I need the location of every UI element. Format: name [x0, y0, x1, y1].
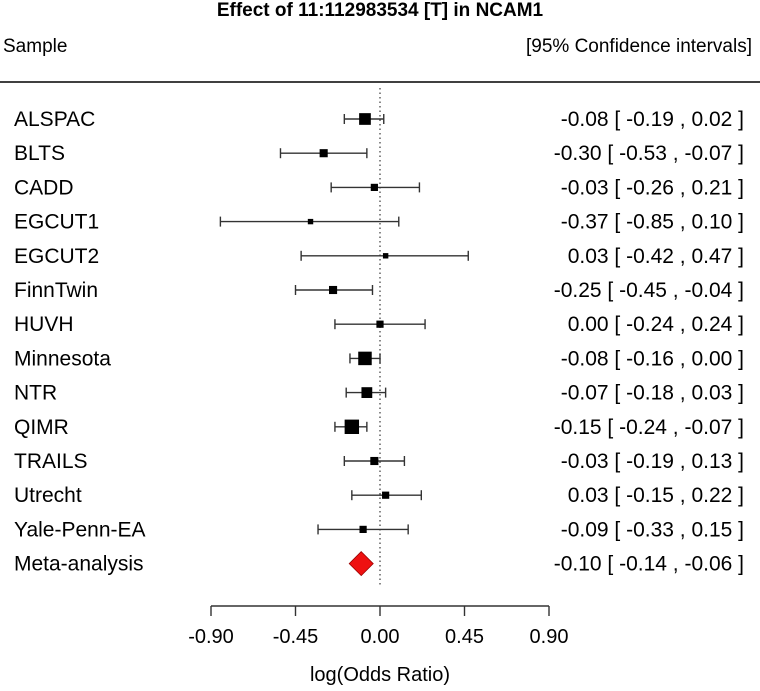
- study-label: QIMR: [14, 416, 69, 439]
- ci-value-label: -0.25 [ -0.45 , -0.04 ]: [554, 279, 744, 302]
- ci-value-label: 0.03 [ -0.42 , 0.47 ]: [568, 245, 744, 268]
- ci-column-header: [95% Confidence intervals]: [526, 36, 752, 57]
- ci-value-label: -0.37 [ -0.85 , 0.10 ]: [561, 211, 744, 234]
- point-estimate: [370, 456, 379, 466]
- study-label: HUVH: [14, 313, 74, 336]
- x-axis: -0.90 -0.45 0.00 0.45 0.90: [188, 605, 569, 648]
- chart-title: Effect of 11:112983534 [T] in NCAM1: [217, 0, 544, 21]
- study-row: BLTS -0.30 [ -0.53 , -0.07 ]: [14, 142, 744, 165]
- point-estimate: [370, 183, 378, 191]
- study-row: ALSPAC -0.08 [ -0.19 , 0.02 ]: [14, 108, 744, 131]
- ci-value-label: -0.08 [ -0.19 , 0.02 ]: [561, 108, 744, 131]
- study-row: CADD -0.03 [ -0.26 , 0.21 ]: [14, 176, 744, 199]
- study-label: FinnTwin: [14, 279, 98, 302]
- study-label: CADD: [14, 176, 74, 199]
- summary-diamond: [348, 551, 374, 577]
- study-label: BLTS: [14, 142, 65, 165]
- x-axis-title: log(Odds Ratio): [310, 664, 450, 686]
- study-label: Minnesota: [14, 347, 111, 370]
- study-label: NTR: [14, 382, 57, 405]
- study-row: TRAILS -0.03 [ -0.19 , 0.13 ]: [14, 450, 744, 473]
- point-estimate: [361, 387, 373, 398]
- point-estimate: [319, 149, 328, 158]
- study-row: Utrecht 0.03 [ -0.15 , 0.22 ]: [14, 484, 744, 507]
- study-label: Utrecht: [14, 484, 82, 507]
- summary-label: Meta-analysis: [14, 553, 144, 576]
- study-rows: ALSPAC -0.08 [ -0.19 , 0.02 ] BLTS -0.30 [ …: [14, 88, 744, 586]
- ci-value-label: -0.07 [ -0.18 , 0.03 ]: [561, 382, 744, 405]
- study-label: Yale-Penn-EA: [14, 518, 146, 541]
- point-estimate: [329, 285, 338, 295]
- study-label: ALSPAC: [14, 108, 95, 131]
- point-estimate: [358, 351, 372, 366]
- study-row: Minnesota -0.08 [ -0.16 , 0.00 ]: [14, 347, 744, 370]
- x-tick-label: -0.90: [188, 626, 234, 648]
- ci-value-label: -0.03 [ -0.19 , 0.13 ]: [561, 450, 744, 473]
- study-row: FinnTwin -0.25 [ -0.45 , -0.04 ]: [14, 279, 744, 302]
- ci-value-label: -0.30 [ -0.53 , -0.07 ]: [554, 142, 744, 165]
- point-estimate: [376, 320, 384, 328]
- x-tick-label: 0.00: [361, 626, 400, 648]
- point-estimate: [382, 491, 390, 499]
- summary-ci-label: -0.10 [ -0.14 , -0.06 ]: [554, 553, 744, 576]
- point-estimate: [359, 113, 371, 125]
- study-row: Yale-Penn-EA -0.09 [ -0.33 , 0.15 ]: [14, 518, 744, 541]
- ci-value-label: 0.00 [ -0.24 , 0.24 ]: [568, 313, 744, 336]
- study-label: EGCUT1: [14, 211, 99, 234]
- x-tick-label: 0.45: [445, 626, 484, 648]
- study-row: EGCUT1 -0.37 [ -0.85 , 0.10 ]: [14, 211, 744, 234]
- study-row: QIMR -0.15 [ -0.24 , -0.07 ]: [14, 416, 744, 439]
- study-label: TRAILS: [14, 450, 88, 473]
- point-estimate: [382, 253, 389, 259]
- study-label: EGCUT2: [14, 245, 99, 268]
- point-estimate: [359, 525, 367, 533]
- ci-value-label: -0.03 [ -0.26 , 0.21 ]: [561, 176, 744, 199]
- point-estimate: [307, 218, 314, 225]
- point-estimate: [344, 419, 360, 434]
- study-row: NTR -0.07 [ -0.18 , 0.03 ]: [14, 382, 744, 405]
- ci-value-label: 0.03 [ -0.15 , 0.22 ]: [568, 484, 744, 507]
- ci-value-label: -0.15 [ -0.24 , -0.07 ]: [554, 416, 744, 439]
- x-tick-label: -0.45: [273, 626, 319, 648]
- ci-value-label: -0.08 [ -0.16 , 0.00 ]: [561, 347, 744, 370]
- x-tick-label: 0.90: [530, 626, 569, 648]
- study-row: HUVH 0.00 [ -0.24 , 0.24 ]: [14, 313, 744, 336]
- study-row: EGCUT2 0.03 [ -0.42 , 0.47 ]: [14, 245, 744, 268]
- ci-value-label: -0.09 [ -0.33 , 0.15 ]: [561, 518, 744, 541]
- summary-row: Meta-analysis -0.10 [ -0.14 , -0.06 ]: [14, 551, 744, 577]
- sample-column-header: Sample: [3, 36, 67, 57]
